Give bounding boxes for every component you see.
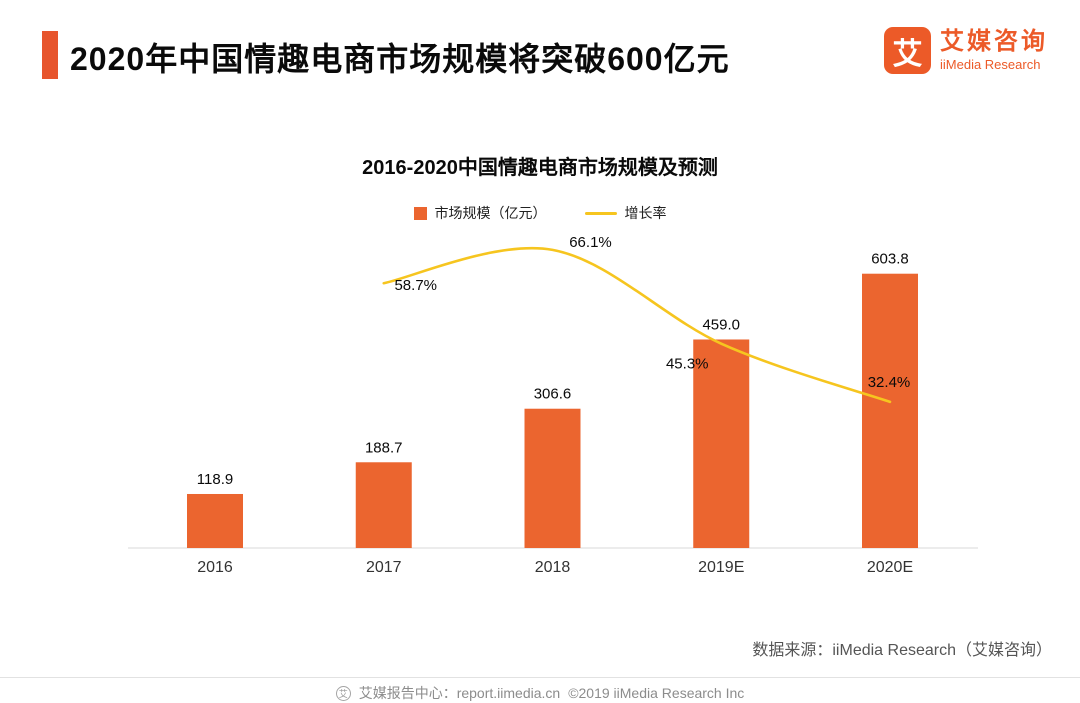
line-legend-swatch [584, 211, 617, 215]
legend-label-market-size: 市场规模（亿元） [434, 205, 547, 221]
bar-value-label: 188.7 [365, 439, 403, 456]
chart-title: 2016-2020中国情趣电商市场规模及预测 [362, 157, 718, 179]
growth-rate-line [382, 246, 892, 404]
legend-label-growth-rate: 增长率 [624, 205, 667, 221]
footer-report-center: 艾媒报告中心：report.iimedia.cn [358, 685, 561, 701]
footer-logo-icon: 艾 [335, 685, 351, 701]
bar-2016 [187, 493, 243, 548]
brand-name-cn: 艾媒咨询 [940, 27, 1048, 55]
logo-glyph: 艾 [892, 37, 923, 71]
bar-2019E [693, 339, 750, 548]
x-axis-label: 2019E [698, 559, 744, 576]
x-axis-label: 2018 [535, 559, 571, 576]
bar-value-label: 306.6 [534, 386, 572, 403]
legend-item-growth-rate: 增长率 [584, 203, 667, 223]
chart-legend: 市场规模（亿元） 增长率 [0, 203, 1080, 223]
growth-rate-label: 66.1% [569, 234, 612, 251]
bar-line-chart: 118.9 2016 188.7 2017 306.6 2018 459.0 2019E 603… [128, 234, 978, 576]
bar-2017 [355, 462, 412, 548]
page-title: 2020年中国情趣电商市场规模将突破600亿元 [70, 41, 730, 77]
bar-legend-swatch [413, 206, 427, 220]
footer-divider [0, 677, 1080, 678]
growth-rate-label: 45.3% [666, 356, 709, 373]
iimedia-logo-icon: 艾 [884, 27, 931, 74]
footer: 艾 艾媒报告中心：report.iimedia.cn ©2019 iiMedia… [0, 683, 1080, 703]
bar-value-label: 459.0 [702, 316, 740, 333]
brand-text: 艾媒咨询 iiMedia Research [940, 27, 1048, 73]
title-accent-bar [42, 31, 58, 79]
legend-item-market-size: 市场规模（亿元） [413, 203, 547, 223]
footer-copyright: ©2019 iiMedia Research Inc [568, 685, 745, 701]
x-axis-label: 2020E [867, 559, 913, 576]
brand-logo: 艾 艾媒咨询 iiMedia Research [884, 27, 1048, 74]
growth-rate-label: 32.4% [868, 374, 911, 391]
x-axis-label: 2017 [366, 559, 402, 576]
bar-value-label: 118.9 [197, 471, 233, 488]
data-source: 数据来源：iiMedia Research（艾媒咨询） [752, 642, 1052, 659]
growth-rate-label: 58.7% [394, 277, 437, 294]
bar-value-label: 603.8 [871, 251, 909, 268]
bar-2018 [524, 408, 581, 548]
x-axis-label: 2016 [197, 559, 233, 576]
brand-name-en: iiMedia Research [940, 57, 1041, 73]
bar-2020E [862, 273, 918, 548]
